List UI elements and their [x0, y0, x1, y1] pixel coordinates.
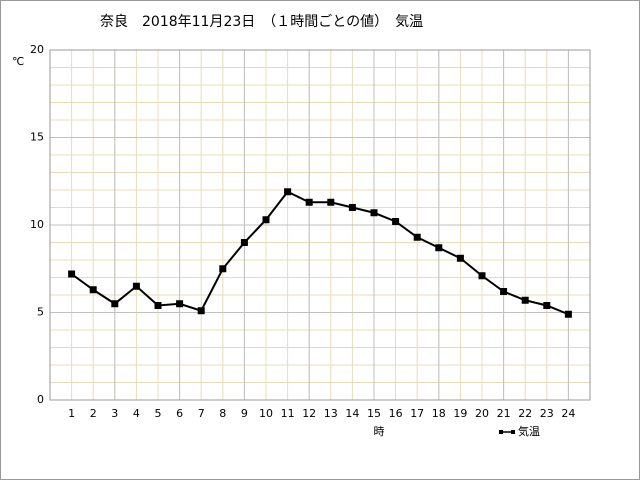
x-tick-label: 19 [453, 407, 467, 420]
marker [176, 300, 184, 308]
marker [500, 288, 508, 295]
marker [262, 216, 270, 224]
marker [478, 272, 486, 280]
y-tick-label: 0 [37, 393, 44, 406]
marker [392, 218, 400, 225]
y-tick-label: 15 [30, 131, 44, 144]
marker [111, 300, 119, 308]
x-tick-label: 20 [475, 407, 489, 420]
marker [435, 244, 443, 252]
x-tick-label: 17 [410, 407, 424, 420]
marker [327, 198, 335, 206]
marker [543, 302, 551, 309]
marker [154, 302, 162, 309]
x-tick-label: 8 [219, 407, 226, 420]
x-tick-label: 12 [302, 407, 316, 420]
x-tick-label: 3 [111, 407, 118, 420]
x-tick-label: 21 [497, 407, 511, 420]
x-tick-label: 18 [432, 407, 446, 420]
marker [564, 310, 572, 318]
marker [219, 265, 227, 273]
legend-marker [499, 430, 503, 434]
x-tick-label: 24 [561, 407, 575, 420]
x-tick-label: 9 [241, 407, 248, 420]
x-tick-label: 6 [176, 407, 183, 420]
marker [240, 239, 248, 246]
legend-label: 気温 [518, 424, 540, 438]
x-tick-label: 2 [90, 407, 97, 420]
y-tick-label: 20 [30, 43, 44, 56]
x-axis-label: 時 [374, 425, 385, 438]
x-tick-label: 16 [389, 407, 403, 420]
marker [348, 204, 356, 211]
x-tick-label: 5 [155, 407, 162, 420]
marker [305, 198, 313, 206]
y-tick-label: 5 [37, 306, 44, 319]
marker [89, 286, 97, 294]
chart-title: 奈良 2018年11月23日 （１時間ごとの値） 気温 [100, 14, 423, 30]
marker [68, 270, 76, 278]
x-tick-label: 13 [324, 407, 338, 420]
marker [197, 307, 205, 315]
marker [413, 233, 421, 241]
x-tick-label: 22 [518, 407, 532, 420]
y-tick-label: 10 [30, 218, 44, 231]
x-tick-label: 4 [133, 407, 140, 420]
marker [456, 254, 464, 262]
line [71, 190, 569, 316]
x-tick-label: 14 [345, 407, 359, 420]
y-axis-label: ℃ [12, 55, 24, 68]
x-tick-label: 23 [540, 407, 554, 420]
x-tick-label: 11 [281, 407, 295, 420]
marker [284, 188, 292, 196]
marker [132, 282, 140, 290]
marker [521, 296, 529, 304]
x-tick-label: 7 [198, 407, 205, 420]
x-tick-label: 10 [259, 407, 273, 420]
marker [370, 209, 378, 217]
legend-marker [511, 430, 515, 434]
plot-border [49, 49, 591, 401]
x-tick-label: 1 [68, 407, 75, 420]
x-tick-label: 15 [367, 407, 381, 420]
